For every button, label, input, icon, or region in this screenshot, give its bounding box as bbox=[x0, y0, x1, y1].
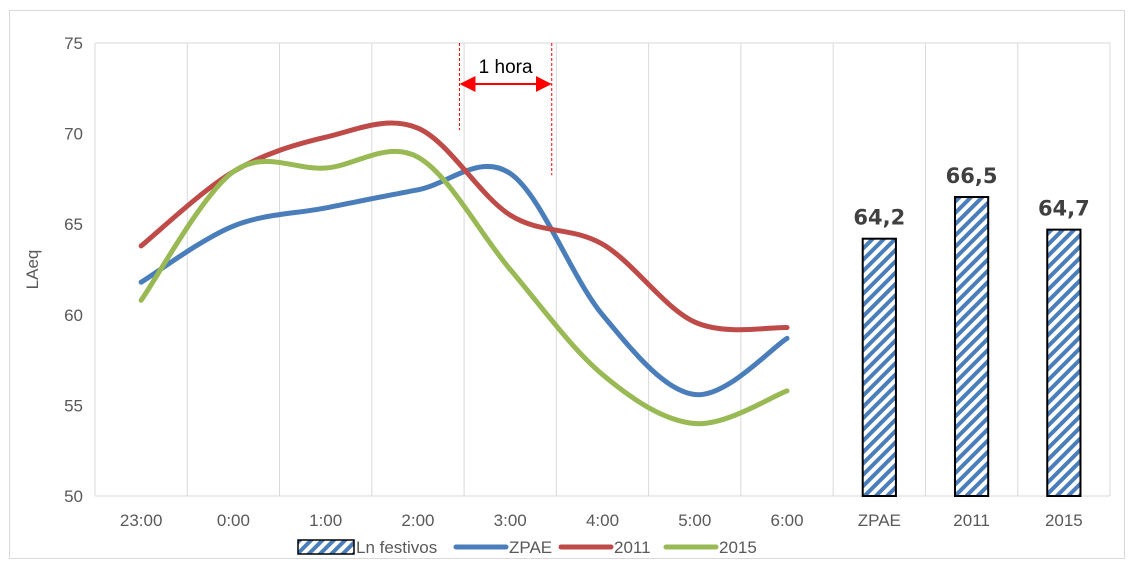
bar-data-label: 64,7 bbox=[1038, 197, 1090, 221]
legend: Ln festivos ZPAE 2011 2015 bbox=[297, 538, 757, 557]
x-tick-label: 2015 bbox=[1045, 511, 1083, 530]
x-tick-label: 23:00 bbox=[120, 511, 163, 530]
x-tick-label: 6:00 bbox=[770, 511, 803, 530]
legend-label: 2011 bbox=[614, 538, 651, 557]
y-tick-label: 65 bbox=[64, 215, 83, 234]
y-tick-label: 70 bbox=[64, 125, 83, 144]
bar-2015 bbox=[1046, 228, 1082, 498]
chart-frame bbox=[9, 10, 1125, 559]
y-tick-label: 50 bbox=[64, 487, 83, 506]
lines bbox=[138, 120, 790, 427]
legend-swatch-bar bbox=[297, 539, 355, 555]
y-tick-label: 75 bbox=[64, 34, 83, 53]
y-axis-title: LAeq bbox=[23, 250, 42, 290]
y-tick-label: 55 bbox=[64, 396, 83, 415]
series-line-zpae bbox=[138, 163, 790, 398]
x-tick-label: 5:00 bbox=[678, 511, 711, 530]
x-tick-label: 0:00 bbox=[217, 511, 250, 530]
gridlines bbox=[186, 43, 1019, 496]
axes: 50 55 60 65 70 75 23:00 0:00 1:00 2:00 3:00 4:00 5:0… bbox=[23, 34, 1111, 530]
bar-zpae bbox=[861, 237, 897, 497]
legend-label: Ln festivos bbox=[356, 538, 437, 557]
legend-label: ZPAE bbox=[509, 538, 552, 557]
data-labels: 64,2 66,5 64,7 bbox=[853, 164, 1089, 230]
annotation-label: 1 hora bbox=[479, 57, 533, 78]
y-tick-label: 60 bbox=[64, 306, 83, 325]
bar-data-label: 66,5 bbox=[946, 164, 998, 188]
x-tick-label: 2011 bbox=[953, 511, 990, 530]
bars bbox=[861, 196, 1082, 498]
bar-2011 bbox=[953, 196, 990, 498]
x-tick-label: ZPAE bbox=[858, 511, 901, 530]
bar-data-label: 64,2 bbox=[853, 206, 905, 230]
x-tick-label: 4:00 bbox=[586, 511, 619, 530]
x-tick-label: 2:00 bbox=[401, 511, 434, 530]
series-line-2015 bbox=[138, 148, 790, 427]
x-tick-label: 1:00 bbox=[309, 511, 342, 530]
legend-label: 2015 bbox=[719, 538, 757, 557]
annotation-group: 1 hora bbox=[458, 43, 553, 176]
x-tick-label: 3:00 bbox=[494, 511, 527, 530]
